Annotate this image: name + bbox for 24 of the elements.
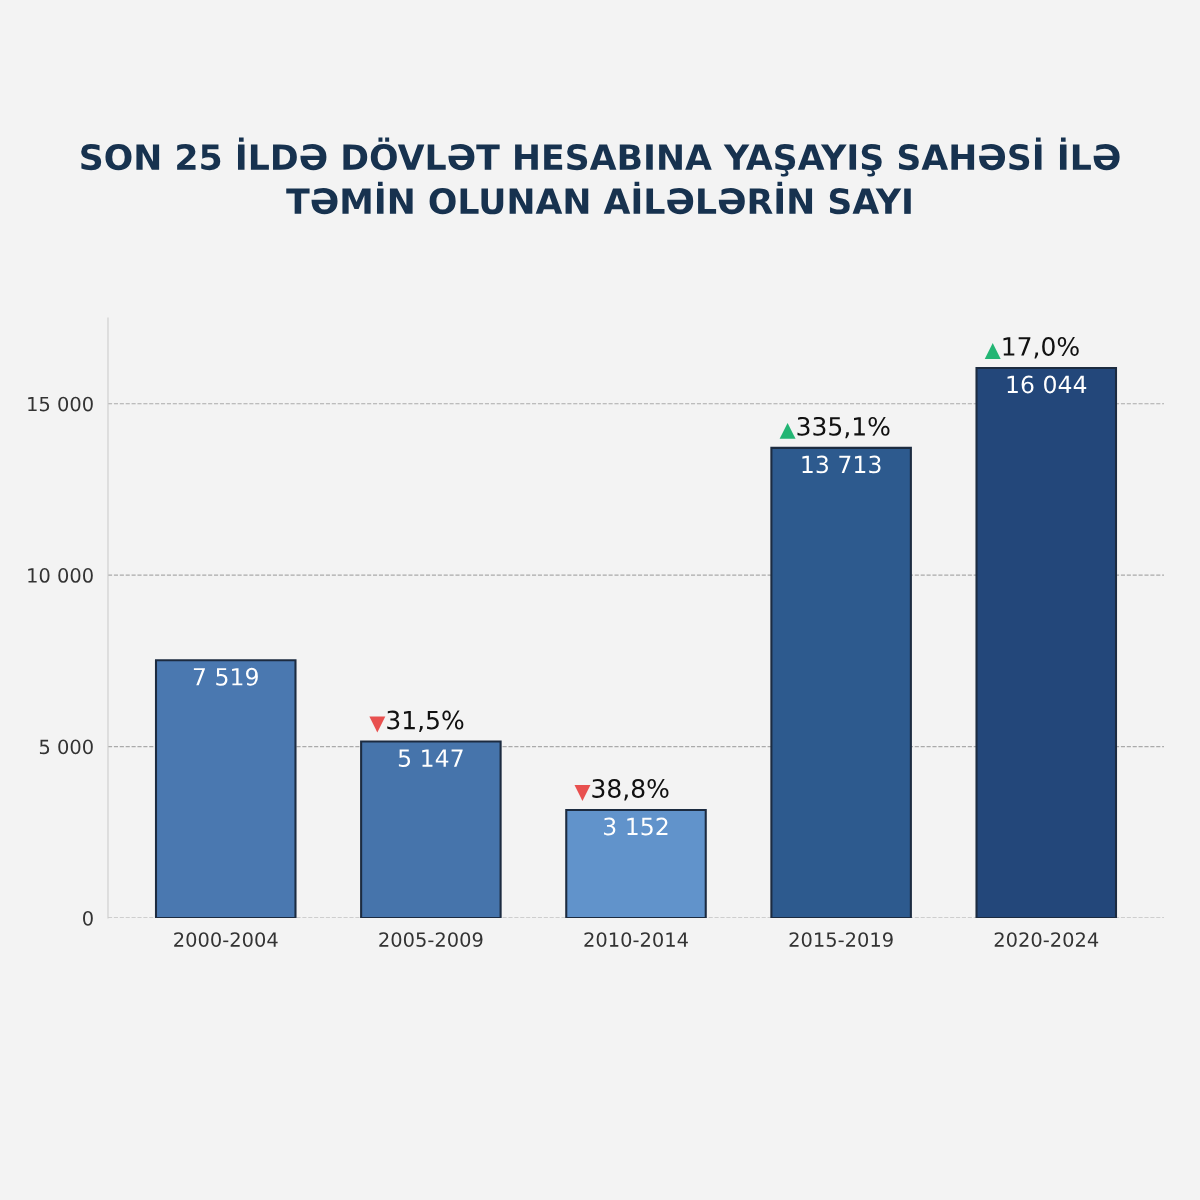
x-tick-label: 2005-2009 [379,932,483,947]
bar [770,446,912,918]
bar [975,366,1118,918]
y-tick-label: 15 000 [28,396,93,412]
annotation: ▼31,5% [369,710,464,733]
data-label: 7 519 [193,667,258,686]
annotation: ▲335,1% [779,416,890,439]
data-label: 5 147 [398,749,463,768]
annotation: ▲17,0% [984,336,1079,359]
x-tick-label: 2015-2019 [789,932,893,947]
annotation: ▼38,8% [574,778,669,801]
x-tick-label: 2010-2014 [584,932,688,947]
bar [154,659,297,918]
y-tick-label: 5 000 [39,739,93,755]
bar [360,740,502,918]
data-label: 16 044 [1007,375,1087,394]
y-tick-label: 0 [83,910,93,926]
bar [565,808,707,918]
chart-title: SON 25 İLDƏ DÖVLƏT HESABINA YAŞAYIŞ SAHƏSİ İLƏ TƏMİN OLUNAN AİLƏLƏRİN SAYI [81,137,1120,215]
x-tick-label: 2020-2024 [994,932,1099,947]
y-tick-label: 10 000 [28,568,93,583]
data-label: 13 713 [802,455,881,474]
data-label: 3 152 [604,817,668,836]
x-tick-label: 2000-2004 [174,932,278,947]
